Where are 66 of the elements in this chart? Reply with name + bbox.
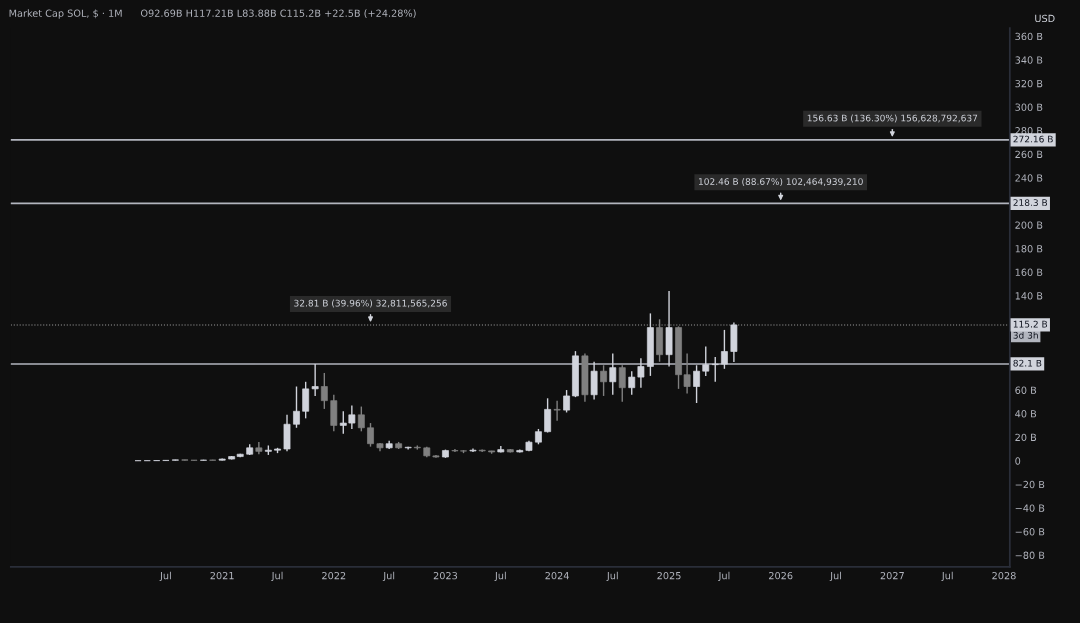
- y-tick-label: 340 B: [1015, 56, 1043, 64]
- x-tick-label: 2025: [657, 571, 681, 580]
- y-tick-label: −20 B: [1015, 480, 1045, 489]
- candlestick: [544, 397, 552, 434]
- y-tick-label: 0: [1015, 457, 1021, 465]
- annotation: 102.46 B (88.67%) 102,464,939,210: [698, 177, 863, 187]
- x-tick-label: 2027: [880, 571, 904, 580]
- y-tick-label: 180 B: [1015, 245, 1043, 253]
- candlestick: [702, 345, 710, 377]
- y-tick-label: 240 B: [1015, 174, 1043, 182]
- x-tick-label: 2022: [322, 571, 346, 580]
- x-tick-label: 2026: [769, 571, 793, 580]
- candlestick: [711, 356, 719, 383]
- candlestick: [553, 399, 561, 422]
- candlestick: [609, 352, 617, 396]
- candlestick: [404, 445, 412, 451]
- candlestick: [590, 361, 598, 401]
- x-tick-label: Jul: [159, 571, 171, 582]
- candlestick: [302, 381, 310, 420]
- candlestick: [357, 405, 365, 433]
- candlestick: [637, 357, 645, 389]
- y-tick-label: 300 B: [1015, 103, 1043, 111]
- y-axis-title: USD: [1035, 14, 1055, 23]
- y-tick-label: 20 B: [1015, 433, 1037, 442]
- candlestick: [600, 364, 607, 397]
- candlestick: [320, 372, 328, 410]
- y-tick-label: 260 B: [1015, 150, 1043, 159]
- y-tick-label: 60 B: [1015, 386, 1037, 394]
- y-tick-label: −60 B: [1015, 528, 1045, 536]
- x-tick-label: Jul: [271, 571, 283, 582]
- candlestick: [628, 370, 636, 396]
- y-tick-label: −40 B: [1015, 504, 1045, 512]
- candlestick: [721, 329, 728, 370]
- y-tick-label: 360 B: [1015, 32, 1043, 41]
- x-tick-label: 2023: [433, 571, 458, 580]
- ref-line-label: 272.16 B: [1013, 135, 1053, 143]
- y-tick-label: 140 B: [1015, 292, 1043, 300]
- y-tick-label: 160 B: [1015, 268, 1043, 276]
- y-tick-label: 280 B: [1015, 127, 1043, 135]
- candlestick: [293, 385, 300, 429]
- y-tick-label: −80 B: [1015, 551, 1045, 559]
- ref-line-label: 82.1 B: [1013, 359, 1042, 367]
- ref-line-label: 218.3 B: [1013, 199, 1048, 206]
- annotation: 156.63 B (136.30%) 156,628,792,637: [807, 114, 978, 123]
- x-tick-label: 2021: [210, 571, 234, 580]
- candlestick: [618, 364, 626, 403]
- candlestick: [563, 389, 570, 414]
- x-tick-label: Jul: [829, 571, 842, 582]
- candlestick: [367, 422, 374, 448]
- x-tick-label: Jul: [606, 571, 618, 582]
- x-tick-label: Jul: [382, 571, 395, 582]
- y-tick-label: 320 B: [1015, 79, 1043, 88]
- x-tick-label: 2028: [992, 571, 1016, 580]
- y-tick-label: 200 B: [1015, 221, 1043, 229]
- x-tick-label: Jul: [718, 571, 730, 582]
- y-tick-label: 40 B: [1015, 410, 1037, 418]
- chart-subtitle: O92.69B H117.21B L83.88B C115.2B +22.5B (+24.28%): [140, 9, 416, 19]
- x-tick-label: 2024: [545, 571, 569, 580]
- chart-title: Market Cap SOL, $ · 1M: [9, 9, 122, 19]
- x-tick-label: Jul: [494, 571, 506, 582]
- candlestick: [693, 364, 700, 404]
- candlestick: [311, 363, 319, 397]
- x-tick-label: Jul: [941, 571, 953, 582]
- text: 3d 3h: [1013, 331, 1038, 339]
- annotation: 32.81 B (39.96%) 32,811,565,256: [294, 299, 447, 308]
- ref-line-label: 115.2 B: [1013, 320, 1048, 328]
